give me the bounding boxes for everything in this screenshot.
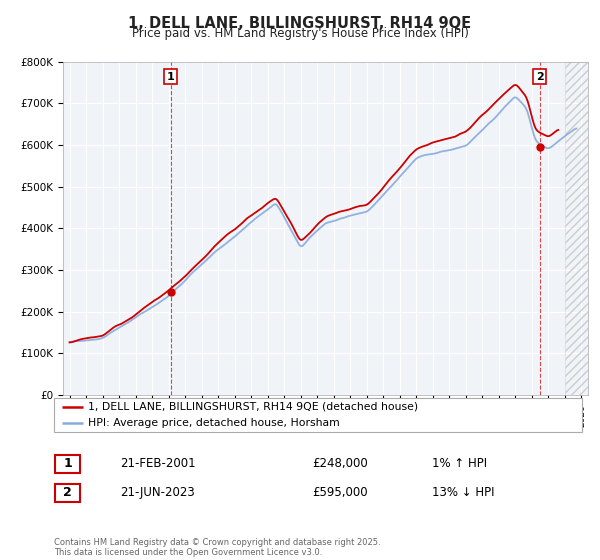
Text: £248,000: £248,000 (312, 457, 368, 470)
Text: 21-FEB-2001: 21-FEB-2001 (120, 457, 196, 470)
Bar (565, 62, 588, 395)
Text: 1: 1 (167, 72, 175, 82)
Text: 21-JUN-2023: 21-JUN-2023 (120, 486, 195, 500)
Text: Price paid vs. HM Land Registry's House Price Index (HPI): Price paid vs. HM Land Registry's House … (131, 27, 469, 40)
Text: 2: 2 (536, 72, 544, 82)
Text: 2: 2 (63, 486, 72, 500)
Text: HPI: Average price, detached house, Horsham: HPI: Average price, detached house, Hors… (88, 418, 340, 428)
Text: £595,000: £595,000 (312, 486, 368, 500)
Text: 1: 1 (63, 457, 72, 470)
Text: 13% ↓ HPI: 13% ↓ HPI (432, 486, 494, 500)
FancyBboxPatch shape (54, 398, 582, 432)
Text: Contains HM Land Registry data © Crown copyright and database right 2025.
This d: Contains HM Land Registry data © Crown c… (54, 538, 380, 557)
FancyBboxPatch shape (55, 455, 80, 473)
FancyBboxPatch shape (55, 484, 80, 502)
Text: 1, DELL LANE, BILLINGSHURST, RH14 9QE (detached house): 1, DELL LANE, BILLINGSHURST, RH14 9QE (d… (88, 402, 418, 412)
Text: 1, DELL LANE, BILLINGSHURST, RH14 9QE: 1, DELL LANE, BILLINGSHURST, RH14 9QE (128, 16, 472, 31)
Text: 1% ↑ HPI: 1% ↑ HPI (432, 457, 487, 470)
